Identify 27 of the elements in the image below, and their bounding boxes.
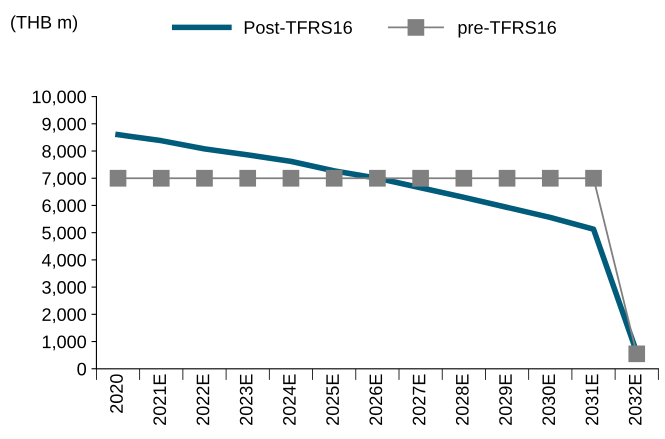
y-tick-label: 0 bbox=[77, 362, 86, 376]
x-tick-label: 2021E bbox=[153, 374, 166, 425]
y-tick-label: 10,000 bbox=[32, 90, 86, 106]
x-tick-label: 2029E bbox=[499, 374, 512, 425]
y-tick-label: 4,000 bbox=[42, 254, 86, 269]
x-tick-label: 2024E bbox=[283, 374, 296, 425]
y-tick-label: 7,000 bbox=[42, 172, 86, 188]
y-tick-label: 2,000 bbox=[42, 308, 86, 324]
y-tick-label: 1,000 bbox=[42, 335, 86, 350]
x-tick-label: 2023E bbox=[240, 374, 253, 425]
x-tick-label: 2025E bbox=[326, 374, 340, 425]
legend-label: Post-TFRS16 bbox=[244, 21, 352, 34]
y-tick-label: 9,000 bbox=[42, 118, 86, 133]
y-axis-title: (THB m) bbox=[11, 15, 78, 32]
y-tick-label: 3,000 bbox=[42, 281, 86, 296]
x-tick-label: 2026E bbox=[369, 374, 382, 425]
x-tick-label: 2030E bbox=[542, 374, 556, 425]
x-tick-label: 2027E bbox=[412, 374, 426, 425]
x-tick-label: 2028E bbox=[456, 374, 469, 425]
x-tick-label: 2032E bbox=[628, 374, 642, 425]
y-tick-label: 6,000 bbox=[42, 199, 86, 214]
y-tick-label: 5,000 bbox=[42, 226, 86, 242]
x-tick-label: 2022E bbox=[196, 374, 210, 425]
legend-label: pre-TFRS16 bbox=[458, 21, 556, 38]
y-tick-label: 8,000 bbox=[42, 144, 86, 160]
x-tick-label: 2031E bbox=[586, 374, 598, 425]
x-tick-label: 2020 bbox=[110, 374, 123, 413]
